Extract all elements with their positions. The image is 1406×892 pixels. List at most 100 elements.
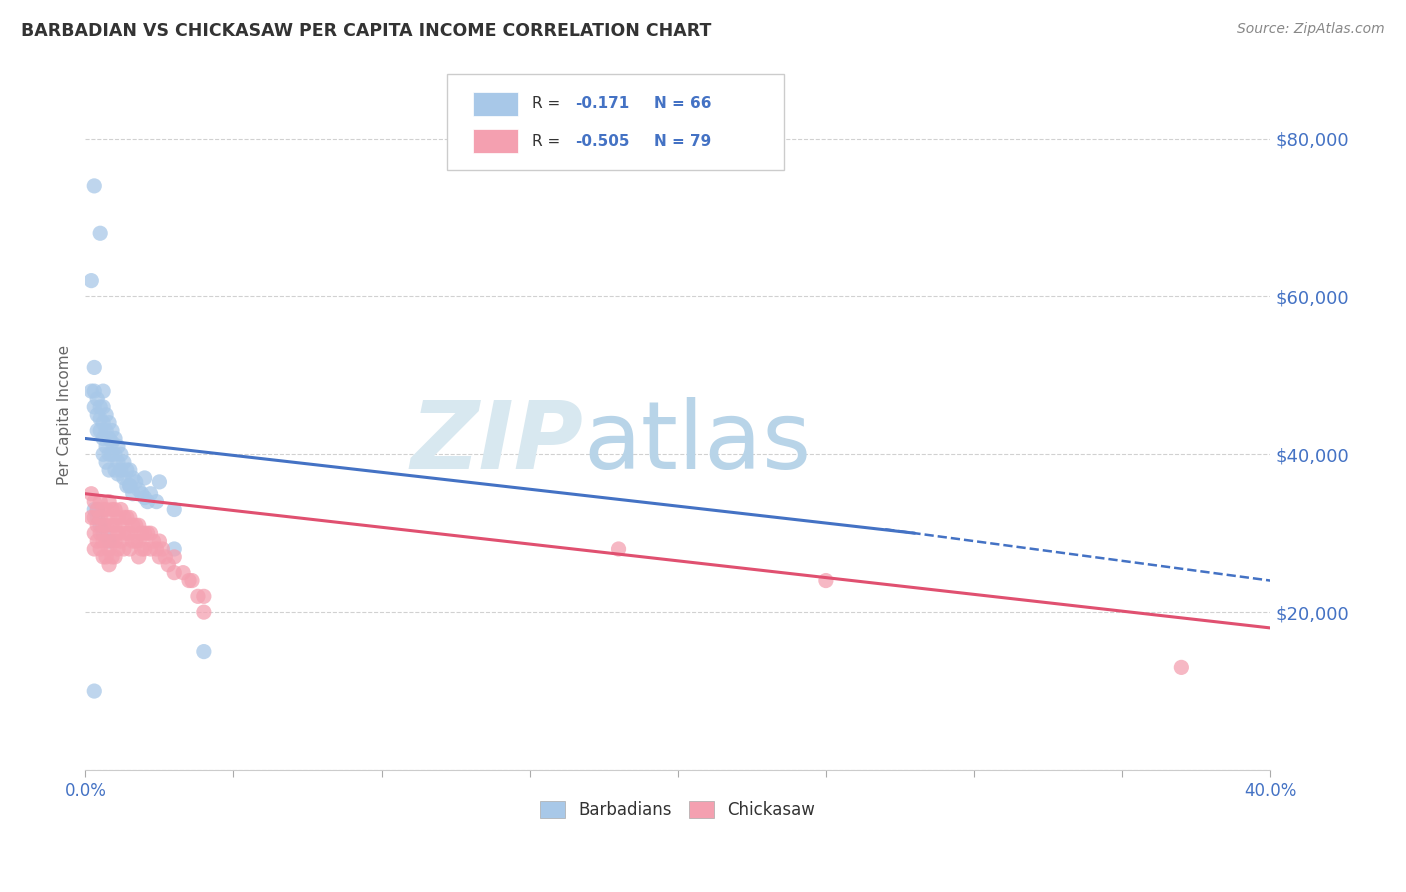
Point xyxy=(98,541,121,556)
Point xyxy=(112,541,135,556)
Point xyxy=(89,424,111,438)
Point xyxy=(157,558,180,572)
Point xyxy=(125,475,148,489)
Point xyxy=(91,518,114,533)
Point xyxy=(131,526,153,541)
Point xyxy=(86,534,108,549)
Point xyxy=(101,502,124,516)
Point xyxy=(104,518,127,533)
Point xyxy=(121,487,143,501)
Point xyxy=(110,518,132,533)
Point xyxy=(86,510,108,524)
Point xyxy=(139,487,162,501)
FancyBboxPatch shape xyxy=(447,74,785,169)
Point xyxy=(112,526,135,541)
Point xyxy=(128,483,150,497)
Point xyxy=(83,684,105,698)
Point xyxy=(89,526,111,541)
Point xyxy=(83,384,105,398)
Point xyxy=(80,510,103,524)
Point xyxy=(98,494,121,508)
Point xyxy=(1170,660,1192,674)
Point xyxy=(163,549,186,564)
Point xyxy=(86,518,108,533)
Point xyxy=(128,518,150,533)
Point xyxy=(80,487,103,501)
Point xyxy=(104,447,127,461)
Point xyxy=(121,534,143,549)
Point xyxy=(83,510,105,524)
Point xyxy=(121,518,143,533)
Text: atlas: atlas xyxy=(583,397,811,489)
Point xyxy=(145,494,167,508)
Point xyxy=(118,541,141,556)
Point xyxy=(110,463,132,477)
Point xyxy=(193,644,215,658)
Point xyxy=(110,502,132,516)
Point xyxy=(98,432,121,446)
Point xyxy=(86,424,108,438)
Point xyxy=(91,534,114,549)
Point xyxy=(136,494,159,508)
Point xyxy=(155,549,177,564)
Point xyxy=(142,534,165,549)
Point xyxy=(118,479,141,493)
Point xyxy=(80,384,103,398)
Point xyxy=(101,424,124,438)
Point xyxy=(150,541,173,556)
Point xyxy=(98,510,121,524)
Point xyxy=(118,479,141,493)
Bar xyxy=(472,92,517,117)
Text: ZIP: ZIP xyxy=(411,397,583,489)
Point xyxy=(94,455,117,469)
Point xyxy=(193,590,215,604)
Point xyxy=(110,534,132,549)
Point xyxy=(86,502,108,516)
Point xyxy=(115,479,138,493)
Point xyxy=(110,447,132,461)
Point xyxy=(107,510,129,524)
Point xyxy=(83,494,105,508)
Point xyxy=(104,534,127,549)
Point xyxy=(94,439,117,453)
Point xyxy=(128,534,150,549)
Point xyxy=(131,487,153,501)
Point xyxy=(91,432,114,446)
Point xyxy=(139,541,162,556)
Point xyxy=(89,400,111,414)
Point xyxy=(98,463,121,477)
Point xyxy=(607,541,630,556)
Point xyxy=(101,549,124,564)
Point xyxy=(94,424,117,438)
Point xyxy=(115,510,138,524)
Point xyxy=(94,518,117,533)
Point xyxy=(118,510,141,524)
Point xyxy=(121,471,143,485)
Point xyxy=(98,526,121,541)
Point xyxy=(94,502,117,516)
Point xyxy=(98,416,121,430)
Point xyxy=(104,463,127,477)
Point xyxy=(112,471,135,485)
Point xyxy=(98,447,121,461)
Point xyxy=(89,411,111,425)
Point xyxy=(134,526,156,541)
Point xyxy=(107,439,129,453)
Point xyxy=(91,502,114,516)
Point xyxy=(91,549,114,564)
Point xyxy=(131,541,153,556)
Text: N = 79: N = 79 xyxy=(654,134,711,149)
Text: -0.505: -0.505 xyxy=(575,134,630,149)
Text: R =: R = xyxy=(531,96,565,112)
Point xyxy=(134,541,156,556)
Point xyxy=(115,526,138,541)
Text: N = 66: N = 66 xyxy=(654,96,711,112)
Point xyxy=(128,549,150,564)
Bar xyxy=(472,128,517,153)
Point xyxy=(193,605,215,619)
Point xyxy=(145,541,167,556)
Text: -0.171: -0.171 xyxy=(575,96,628,112)
Point xyxy=(163,502,186,516)
Point xyxy=(101,518,124,533)
Point xyxy=(107,455,129,469)
